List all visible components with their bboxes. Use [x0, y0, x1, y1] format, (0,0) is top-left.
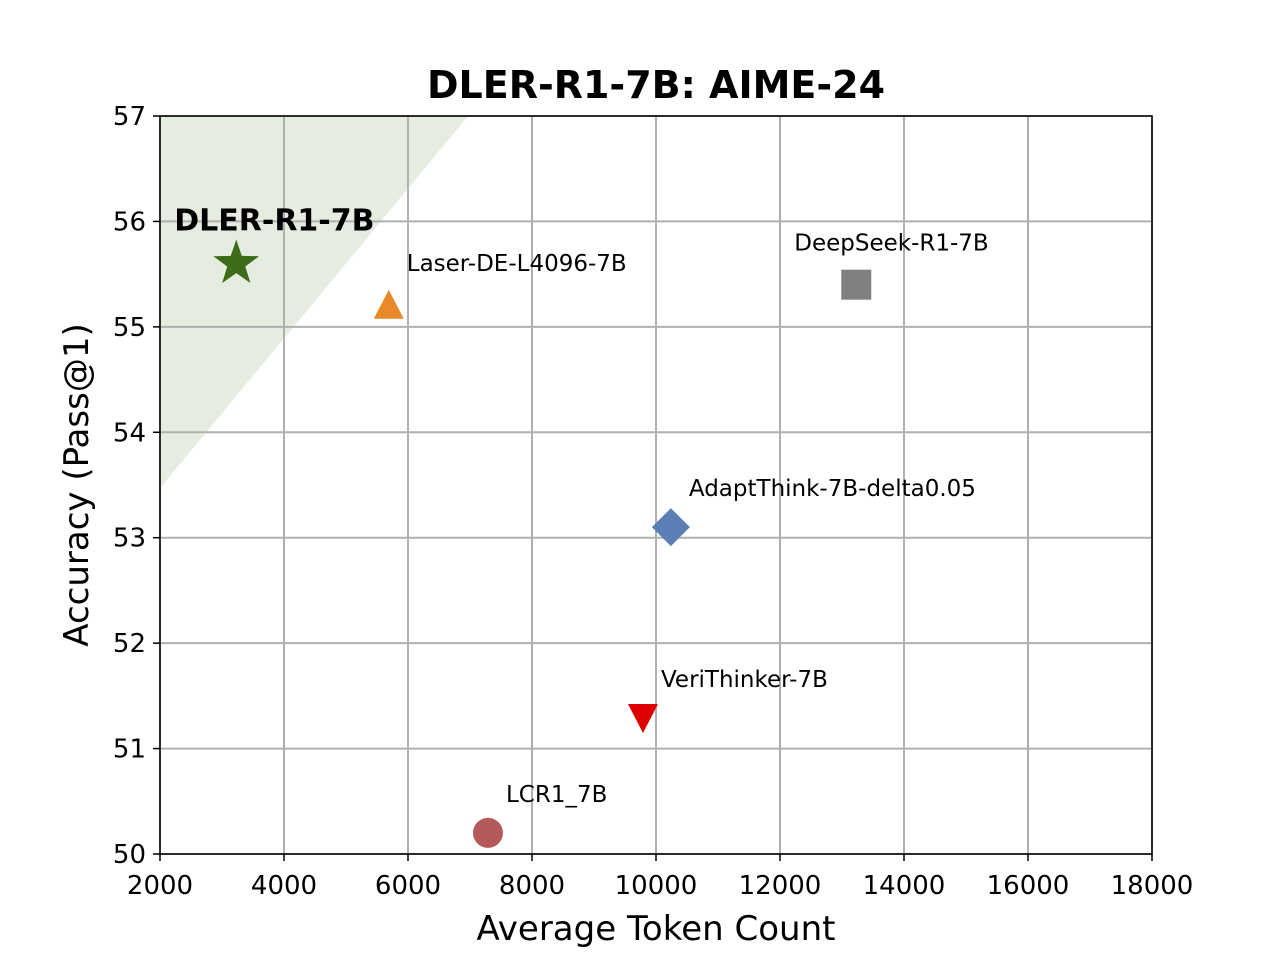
- y-tick-label: 52: [113, 629, 146, 659]
- x-tick-label: 14000: [863, 871, 946, 901]
- point-label: DeepSeek-R1-7B: [794, 231, 988, 257]
- x-tick-label: 16000: [987, 871, 1070, 901]
- x-tick-label: 8000: [499, 871, 565, 901]
- point-label: Laser-DE-L4096-7B: [407, 251, 627, 277]
- point-dler-r1-7b: [213, 239, 260, 283]
- point-laser-de-l4096-7b: [373, 289, 404, 319]
- y-tick-label: 51: [113, 735, 146, 765]
- x-axis-label: Average Token Count: [477, 909, 836, 949]
- x-tick-label: 2000: [127, 871, 193, 901]
- y-tick-label: 50: [113, 840, 146, 870]
- x-tick-label: 4000: [251, 871, 317, 901]
- point-label: LCR1_7B: [506, 782, 607, 808]
- point-label: AdaptThink-7B-delta0.05: [689, 476, 976, 502]
- point-label: VeriThinker-7B: [661, 667, 828, 693]
- point-deepseek-r1-7b: [841, 269, 872, 300]
- point-verithinker-7b: [627, 703, 658, 733]
- x-tick-label: 6000: [375, 871, 441, 901]
- chart-title: DLER-R1-7B: AIME-24: [427, 63, 885, 107]
- x-tick-label: 18000: [1111, 871, 1194, 901]
- y-tick-label: 57: [113, 102, 146, 132]
- y-axis-label: Accuracy (Pass@1): [57, 323, 97, 646]
- y-tick-label: 53: [113, 524, 146, 554]
- point-label: DLER-R1-7B: [174, 204, 374, 239]
- point-adaptthink-7b-delta0-05: [651, 508, 690, 547]
- x-tick-label: 12000: [739, 871, 822, 901]
- y-tick-label: 54: [113, 418, 146, 448]
- shaded-region: [160, 116, 469, 489]
- y-tick-label: 55: [113, 313, 146, 343]
- point-lcr1-7b: [472, 817, 503, 848]
- y-tick-label: 56: [113, 207, 146, 237]
- x-tick-label: 10000: [615, 871, 698, 901]
